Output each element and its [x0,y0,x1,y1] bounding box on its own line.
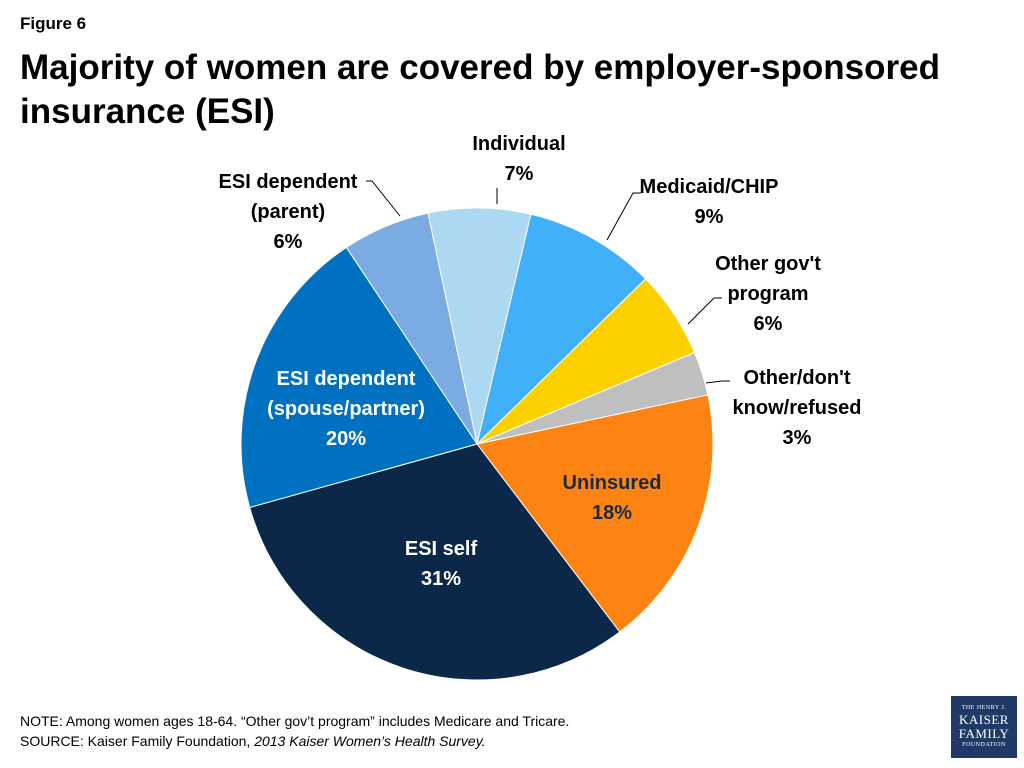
footnote: NOTE: Among women ages 18-64. “Other gov… [20,711,569,751]
slice-label: Uninsured 18% [563,472,662,524]
slice-name: program [727,283,808,305]
slice-name: ESI self [405,538,478,560]
source-prefix: SOURCE: Kaiser Family Foundation, [20,733,255,749]
slice-label: Other gov't program 6% [715,253,821,335]
slice-name: (parent) [251,201,325,223]
leader-line [705,380,730,384]
logo-line1: THE HENRY J. [961,705,1007,711]
source-title: 2013 Kaiser Women’s Health Survey. [254,733,486,749]
chart-title: Majority of women are covered by employe… [20,48,940,131]
slice-percent: 31% [421,568,461,590]
source-line: SOURCE: Kaiser Family Foundation, 2013 K… [20,731,569,751]
note-line: NOTE: Among women ages 18-64. “Other gov… [20,713,570,729]
leader-line [606,192,641,241]
slice-label: ESI dependent (spouse/partner) 20% [267,368,425,450]
slice-name: Medicaid/CHIP [640,176,779,198]
leader-line [366,180,401,217]
slice-percent: 6% [754,313,783,335]
figure-label: Figure 6 [20,14,87,33]
slice-name: Other/don't [744,367,851,389]
slice-percent: 3% [783,427,812,449]
slice-label: Other/don't know/refused 3% [733,367,862,449]
logo-line4: FOUNDATION [962,742,1006,748]
slice-name: Other gov't [715,253,821,275]
logo-line3: FAMILY [958,726,1010,741]
slice-percent: 9% [695,206,724,228]
slice-percent: 20% [326,428,366,450]
kff-logo: THE HENRY J. KAISER FAMILY FOUNDATION [951,696,1017,758]
pie-slice [240,246,478,509]
pie-slice [476,394,714,633]
slice-name: ESI dependent [219,171,358,193]
slice-name: know/refused [733,397,862,419]
logo-line2: KAISER [959,712,1009,727]
pie-slice [249,443,621,681]
slice-name: ESI dependent [277,368,416,390]
slice-percent: 7% [505,163,534,185]
slice-label: Individual 7% [472,133,565,185]
leader-line [687,297,722,325]
slice-label: ESI self 31% [405,538,478,590]
pie-slice [476,213,647,446]
slice-label: Medicaid/CHIP 9% [640,176,779,228]
pie-slice [345,212,478,445]
slice-name: (spouse/partner) [267,398,425,420]
slice-label: ESI dependent (parent) 6% [219,171,358,253]
pie-slice [427,207,532,445]
slice-name: Uninsured [563,472,662,494]
slice-percent: 18% [592,502,632,524]
slice-name: Individual [472,133,565,155]
slice-percent: 6% [274,231,303,253]
